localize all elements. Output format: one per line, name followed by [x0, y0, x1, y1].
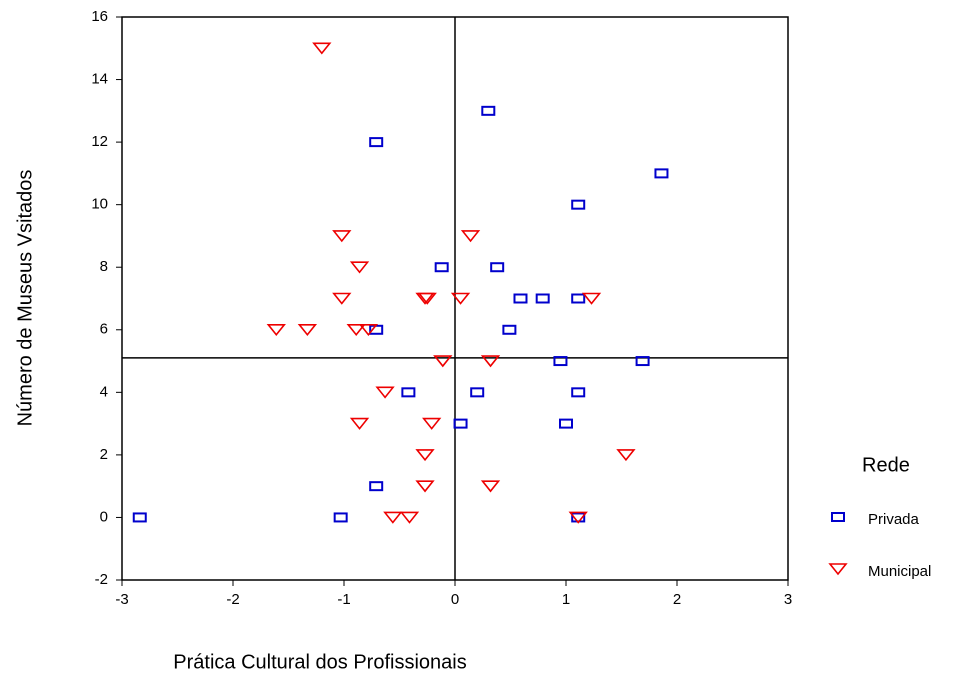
point — [450, 292, 471, 305]
y-tick-label: 14 — [91, 71, 108, 88]
point — [470, 387, 485, 398]
point — [312, 42, 332, 55]
y-tick-label: 2 — [100, 446, 108, 463]
point — [480, 480, 501, 493]
point — [333, 512, 348, 523]
x-axis-label: Prática Cultural dos Profissionais — [173, 651, 466, 673]
point — [460, 230, 481, 243]
y-tick-label: 8 — [100, 258, 108, 275]
point — [490, 262, 505, 273]
legend-label: Privada — [868, 511, 920, 528]
y-tick-label: 4 — [100, 383, 108, 400]
point — [417, 292, 437, 305]
point — [383, 511, 403, 524]
point — [571, 293, 586, 304]
point — [571, 199, 586, 210]
point — [581, 292, 602, 305]
point — [635, 356, 650, 367]
point — [332, 292, 352, 305]
point — [568, 511, 588, 524]
point — [481, 105, 496, 116]
y-tick-label: 10 — [91, 196, 108, 213]
point — [434, 262, 449, 273]
point — [399, 511, 420, 524]
point — [480, 355, 501, 368]
y-tick-label: 12 — [91, 133, 108, 150]
point — [453, 418, 468, 429]
x-tick-label: -1 — [337, 591, 350, 608]
point — [297, 323, 318, 337]
y-tick-label: -2 — [95, 571, 108, 588]
point — [358, 323, 379, 337]
point — [349, 417, 370, 430]
point — [553, 356, 568, 367]
point — [266, 323, 286, 337]
point — [369, 137, 384, 148]
point — [616, 449, 636, 462]
point — [502, 324, 517, 335]
point — [415, 480, 435, 493]
point — [415, 449, 435, 462]
x-tick-label: 2 — [673, 591, 681, 608]
legend-marker — [831, 512, 845, 522]
legend-label: Municipal — [868, 563, 931, 580]
point — [375, 386, 395, 399]
point — [535, 293, 550, 304]
y-tick-label: 16 — [91, 8, 108, 25]
y-tick-label: 0 — [100, 508, 108, 525]
point — [559, 418, 573, 429]
x-tick-label: 0 — [451, 591, 459, 608]
point — [346, 323, 366, 337]
point — [369, 481, 384, 492]
point — [654, 168, 669, 179]
point — [401, 387, 416, 398]
x-tick-label: -2 — [226, 591, 239, 608]
point — [433, 355, 453, 368]
legend-marker — [828, 563, 848, 576]
point — [132, 512, 147, 523]
legend-title: Rede — [862, 454, 910, 476]
point — [332, 230, 352, 243]
y-axis-label: Número de Museus Vsitados — [14, 170, 36, 427]
x-tick-label: 1 — [562, 591, 570, 608]
point — [422, 417, 442, 430]
y-tick-label: 6 — [100, 321, 108, 338]
x-tick-label: 3 — [784, 591, 792, 608]
x-tick-label: -3 — [115, 591, 128, 608]
point — [571, 387, 586, 398]
point — [513, 293, 528, 304]
point — [349, 261, 370, 274]
